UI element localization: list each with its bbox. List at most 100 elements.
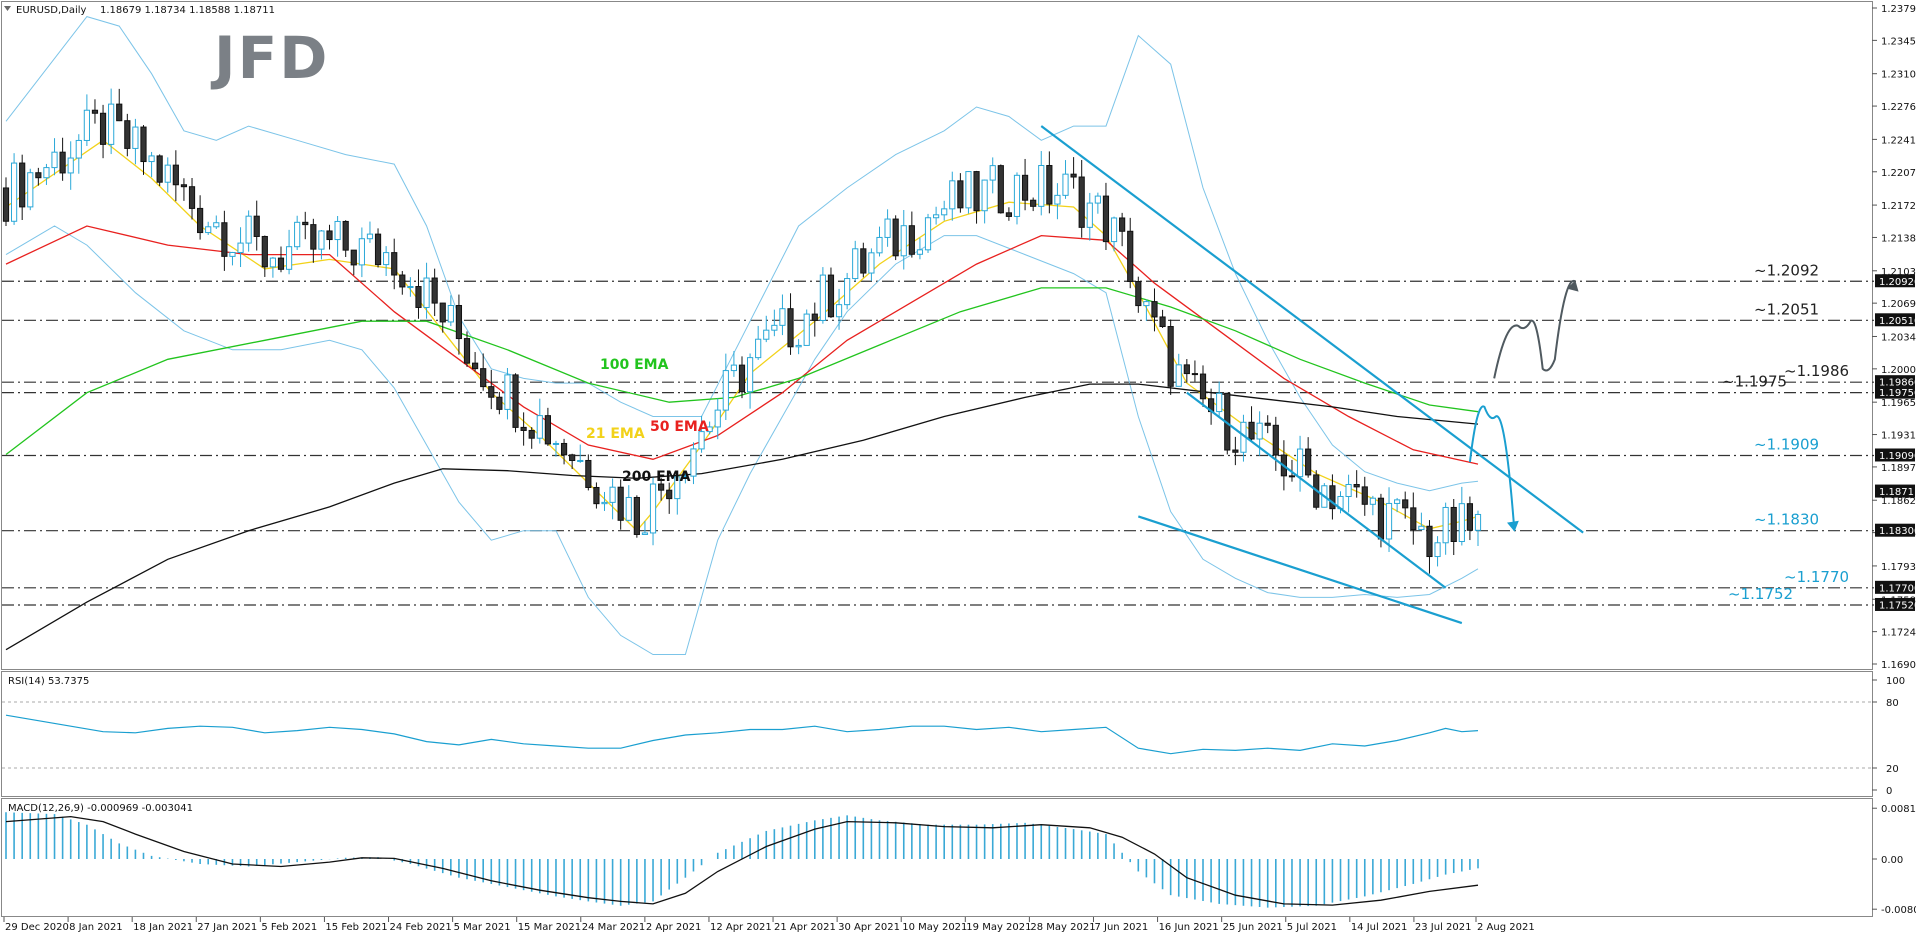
candle — [714, 398, 721, 440]
candle-body — [690, 448, 697, 477]
candle-body — [148, 155, 155, 163]
macd-indicator: MACD(12,26,9) -0.000969 -0.003041 0.00814… — [5, 803, 1916, 916]
candle-body — [1256, 422, 1263, 440]
candle-body — [1232, 449, 1239, 453]
candle — [342, 220, 349, 257]
candle-body — [1426, 525, 1433, 558]
candle — [172, 150, 179, 202]
candle-body — [997, 165, 1004, 214]
candle-body — [488, 386, 495, 398]
candle — [439, 302, 446, 333]
candle-body — [350, 249, 357, 266]
candle — [1329, 474, 1336, 520]
candle — [1345, 474, 1352, 513]
last-price-box — [1875, 484, 1915, 498]
candle — [900, 209, 907, 270]
candle — [868, 248, 875, 281]
candle — [229, 251, 236, 266]
candle-body — [447, 304, 454, 323]
candle — [560, 438, 568, 465]
candle-body — [941, 208, 948, 216]
candle — [528, 427, 535, 449]
candle-body — [172, 164, 179, 186]
price-tick-label: 1.17930 — [1881, 562, 1916, 573]
rsi-panel-frame — [1, 671, 1873, 797]
candle — [1410, 492, 1417, 545]
date-label: 25 Jun 2021 — [1223, 922, 1283, 933]
candle — [27, 168, 34, 211]
candle — [205, 221, 212, 235]
candle-body — [633, 496, 640, 535]
candle — [512, 373, 519, 433]
candle — [431, 268, 438, 317]
candle-body — [285, 246, 293, 270]
level-price-box-label: 1.17520 — [1879, 600, 1916, 611]
candle-body — [1062, 173, 1069, 196]
date-label: 23 Jul 2021 — [1415, 922, 1472, 933]
candle — [1199, 365, 1207, 407]
candle-body — [1329, 485, 1336, 510]
candle — [294, 215, 301, 250]
candle-body — [900, 225, 907, 257]
price-tick-label: 1.17240 — [1881, 628, 1916, 639]
candle-body — [99, 112, 107, 145]
candle-body — [884, 218, 891, 238]
candle-body — [787, 308, 794, 348]
candle — [803, 309, 810, 346]
candle-body — [674, 476, 681, 500]
candle — [471, 352, 479, 372]
candle — [269, 256, 277, 278]
candle — [1038, 151, 1045, 216]
candle — [496, 391, 503, 415]
level-price-box — [1875, 597, 1915, 611]
candle-body — [342, 220, 349, 251]
candle-body — [1434, 542, 1441, 558]
candle — [755, 325, 762, 360]
candle — [358, 227, 365, 278]
level-price-box — [1875, 375, 1915, 389]
candle — [989, 157, 996, 194]
candle-body — [609, 486, 616, 503]
price-tick-label: 1.23100 — [1881, 70, 1916, 81]
candle-body — [1030, 199, 1037, 207]
candle — [35, 167, 42, 186]
date-label: 18 Jan 2021 — [133, 922, 193, 933]
candle — [852, 240, 859, 282]
candle — [67, 141, 74, 190]
candle — [1191, 360, 1199, 382]
candle-body — [1054, 194, 1061, 205]
candle-body — [383, 252, 390, 266]
candle — [1232, 436, 1239, 466]
candle — [1474, 510, 1482, 547]
candle-body — [1272, 424, 1279, 456]
candle — [892, 215, 899, 261]
candle-body — [835, 304, 843, 318]
bollinger-bands — [5, 16, 1479, 655]
candle — [973, 170, 980, 224]
candle-body — [480, 368, 487, 388]
candle — [844, 272, 851, 310]
candle-body — [108, 103, 115, 145]
candle-body — [827, 274, 835, 318]
candle-body — [1046, 165, 1053, 205]
candle-body — [844, 278, 851, 306]
macd-label: MACD(12,26,9) -0.000969 -0.003041 — [8, 803, 193, 814]
jfd-logo: JFD — [210, 24, 329, 92]
candle-body — [1021, 174, 1029, 201]
candle — [399, 270, 406, 295]
candle-body — [949, 180, 956, 210]
candle-body — [1353, 483, 1360, 488]
candle-body — [601, 501, 608, 505]
candle — [835, 288, 843, 330]
header-toggle-icon[interactable] — [4, 6, 11, 11]
date-axis: 29 Dec 2020 8 Jan 2021 18 Jan 2021 27 Jan 2… — [3, 917, 1535, 933]
bollinger-line — [5, 16, 1479, 492]
candle — [91, 99, 99, 124]
candle-body — [1264, 422, 1271, 426]
candle-body — [1361, 486, 1368, 505]
candle — [221, 210, 228, 271]
candle — [609, 478, 616, 520]
price-tick-label: 1.20690 — [1881, 299, 1916, 310]
candle-body — [164, 164, 171, 183]
